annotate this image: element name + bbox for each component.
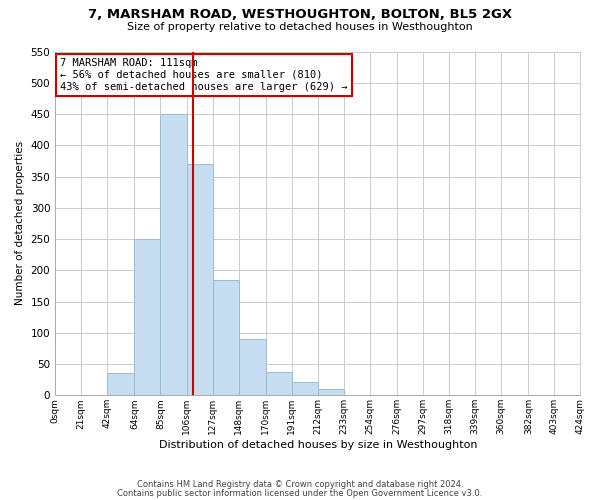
Bar: [292, 382, 318, 396]
Bar: [107, 374, 134, 396]
Bar: [134, 239, 160, 396]
Bar: [212, 280, 239, 396]
Text: Contains public sector information licensed under the Open Government Licence v3: Contains public sector information licen…: [118, 488, 482, 498]
Bar: [318, 389, 344, 396]
Text: Contains HM Land Registry data © Crown copyright and database right 2024.: Contains HM Land Registry data © Crown c…: [137, 480, 463, 489]
Y-axis label: Number of detached properties: Number of detached properties: [15, 142, 25, 306]
Bar: [187, 164, 212, 396]
Text: 7 MARSHAM ROAD: 111sqm
← 56% of detached houses are smaller (810)
43% of semi-de: 7 MARSHAM ROAD: 111sqm ← 56% of detached…: [61, 58, 348, 92]
Bar: [266, 372, 292, 396]
Text: Size of property relative to detached houses in Westhoughton: Size of property relative to detached ho…: [127, 22, 473, 32]
Text: 7, MARSHAM ROAD, WESTHOUGHTON, BOLTON, BL5 2GX: 7, MARSHAM ROAD, WESTHOUGHTON, BOLTON, B…: [88, 8, 512, 20]
Bar: [239, 339, 266, 396]
X-axis label: Distribution of detached houses by size in Westhoughton: Distribution of detached houses by size …: [158, 440, 477, 450]
Bar: [160, 114, 187, 396]
